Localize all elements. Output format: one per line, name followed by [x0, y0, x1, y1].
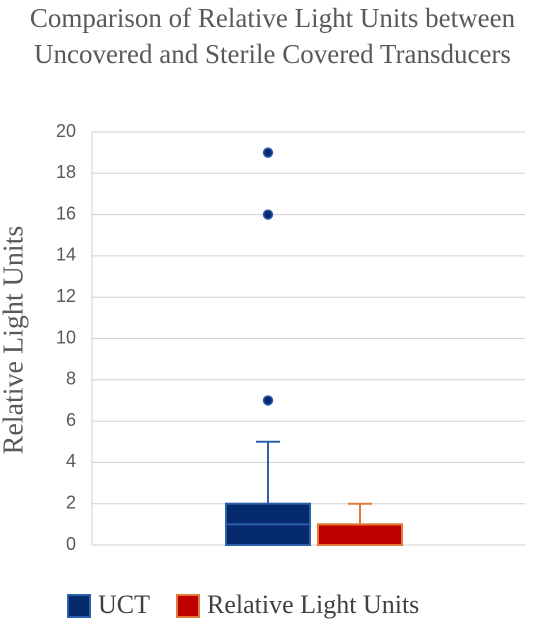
legend-label: UCT	[98, 590, 150, 619]
legend-swatch	[176, 594, 200, 618]
y-tick-label: 8	[66, 369, 76, 389]
y-tick-label: 0	[66, 534, 76, 554]
y-tick-label: 20	[56, 121, 76, 141]
y-tick-label: 12	[56, 286, 76, 306]
y-axis-label: Relative Light Units	[0, 226, 29, 455]
y-tick-label: 16	[56, 203, 76, 223]
outlier	[262, 395, 274, 406]
y-tick-label: 6	[66, 410, 76, 430]
y-tick-label: 4	[66, 451, 76, 471]
y-tick-label: 18	[56, 162, 76, 182]
legend-label: Relative Light Units	[207, 590, 419, 619]
box	[317, 523, 403, 546]
outlier	[262, 209, 274, 220]
y-tick-label: 10	[56, 327, 76, 347]
outlier	[262, 147, 274, 158]
y-tick-label: 14	[56, 245, 76, 265]
y-tick-label: 2	[66, 492, 76, 512]
legend-swatch	[67, 594, 91, 618]
chart-title: Comparison of Relative Light Units betwe…	[29, 3, 516, 69]
